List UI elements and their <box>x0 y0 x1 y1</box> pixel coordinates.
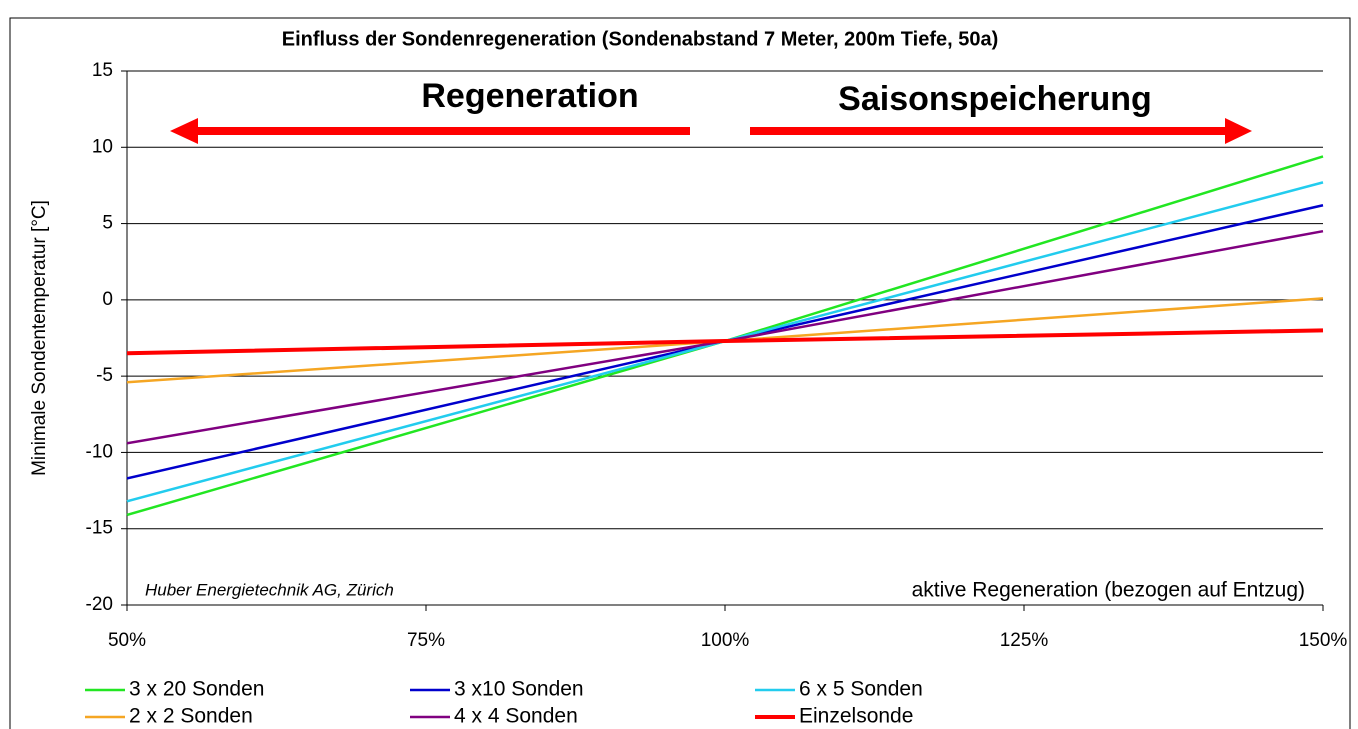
legend-label: Einzelsonde <box>799 705 913 728</box>
y-tick-label: 10 <box>92 136 113 157</box>
series-line <box>126 155 1324 517</box>
y-tick-label: -5 <box>96 365 113 386</box>
chart-frame <box>9 17 1351 729</box>
x-tick-label: 100% <box>701 630 750 651</box>
y-tick-label: -10 <box>86 441 113 462</box>
legend-label: 4 x 4 Sonden <box>454 705 578 728</box>
chart-title: Einfluss der Sondenregeneration (Sondena… <box>282 28 999 50</box>
arrow-left <box>170 118 690 144</box>
y-tick-label: 15 <box>92 60 113 81</box>
y-tick-label: -20 <box>86 594 113 615</box>
y-tick-label: 5 <box>102 213 113 234</box>
y-axis-label: Minimale Sondentemperatur [°C] <box>29 200 50 476</box>
x-tick-label: 75% <box>407 630 445 651</box>
legend-label: 3 x 20 Sonden <box>129 678 264 701</box>
x-tick-label: 125% <box>1000 630 1049 651</box>
annotation: Huber Energietechnik AG, Zürich <box>145 580 394 599</box>
annotation: Saisonspeicherung <box>838 80 1152 118</box>
x-tick-label: 50% <box>108 630 146 651</box>
series-line <box>126 229 1324 445</box>
legend-label: 3 x10 Sonden <box>454 678 584 701</box>
y-tick-label: 0 <box>102 289 113 310</box>
arrow-right <box>750 118 1252 144</box>
series-line <box>126 328 1324 356</box>
annotation: aktive Regeneration (bezogen auf Entzug) <box>912 579 1305 602</box>
legend-label: 2 x 2 Sonden <box>129 705 253 728</box>
x-tick-label: 150% <box>1299 630 1348 651</box>
annotation: Regeneration <box>421 77 638 115</box>
legend-label: 6 x 5 Sonden <box>799 678 923 701</box>
y-tick-label: -15 <box>86 518 113 539</box>
